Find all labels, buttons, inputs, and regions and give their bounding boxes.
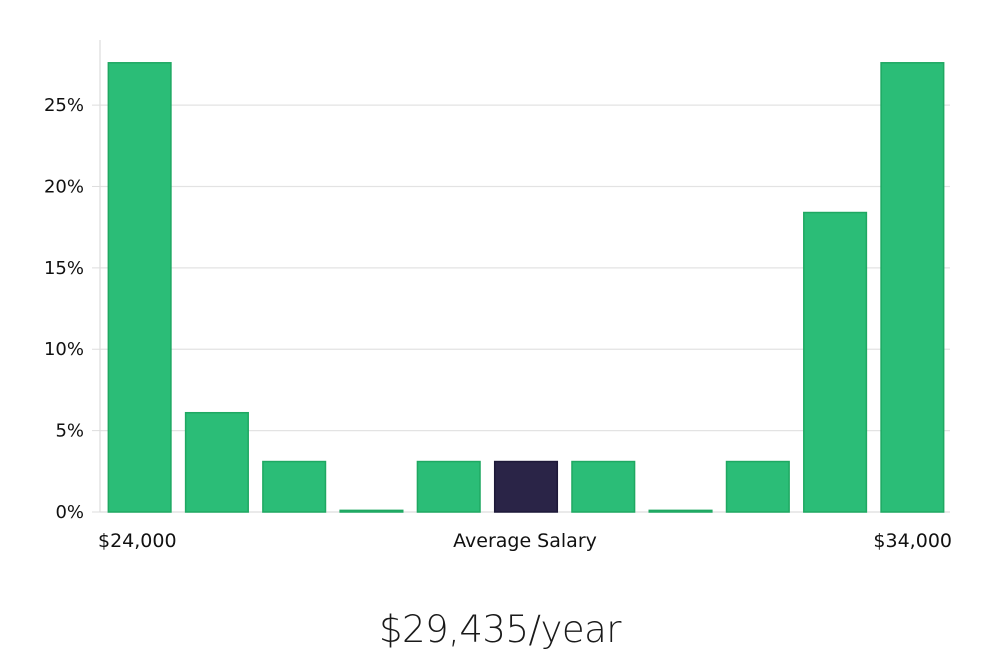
x-min-label: $24,000 <box>98 530 177 552</box>
y-tick-label: 20% <box>44 176 84 197</box>
bar <box>571 460 636 513</box>
salary-histogram-chart: 0% 5% 10% 15% 20% 25% $24,000 Average Salary $34… <box>44 40 952 552</box>
bar <box>803 211 868 513</box>
chart-svg: 0% 5% 10% 15% 20% 25% $24,000 Average Salary $34… <box>44 40 952 552</box>
y-tick-label: 15% <box>44 258 84 279</box>
y-tick-label: 5% <box>55 421 84 442</box>
bar <box>725 460 790 513</box>
bar <box>416 460 481 513</box>
bar <box>339 509 404 513</box>
y-tick-label: 0% <box>55 502 84 523</box>
bar <box>107 62 172 513</box>
label-layer: 0% 5% 10% 15% 20% 25% $24,000 Average Salary $34… <box>44 95 952 552</box>
y-tick-label: 25% <box>44 95 84 116</box>
bar <box>262 460 327 513</box>
bar <box>648 509 713 513</box>
x-axis-title: Average Salary <box>453 530 597 552</box>
average-salary-value: $29,435/year <box>378 608 622 651</box>
bar <box>184 411 249 513</box>
bar-layer <box>107 62 945 513</box>
bar <box>880 62 945 513</box>
bar-highlighted <box>493 460 559 513</box>
x-max-label: $34,000 <box>873 530 952 552</box>
y-tick-label: 10% <box>44 339 84 360</box>
